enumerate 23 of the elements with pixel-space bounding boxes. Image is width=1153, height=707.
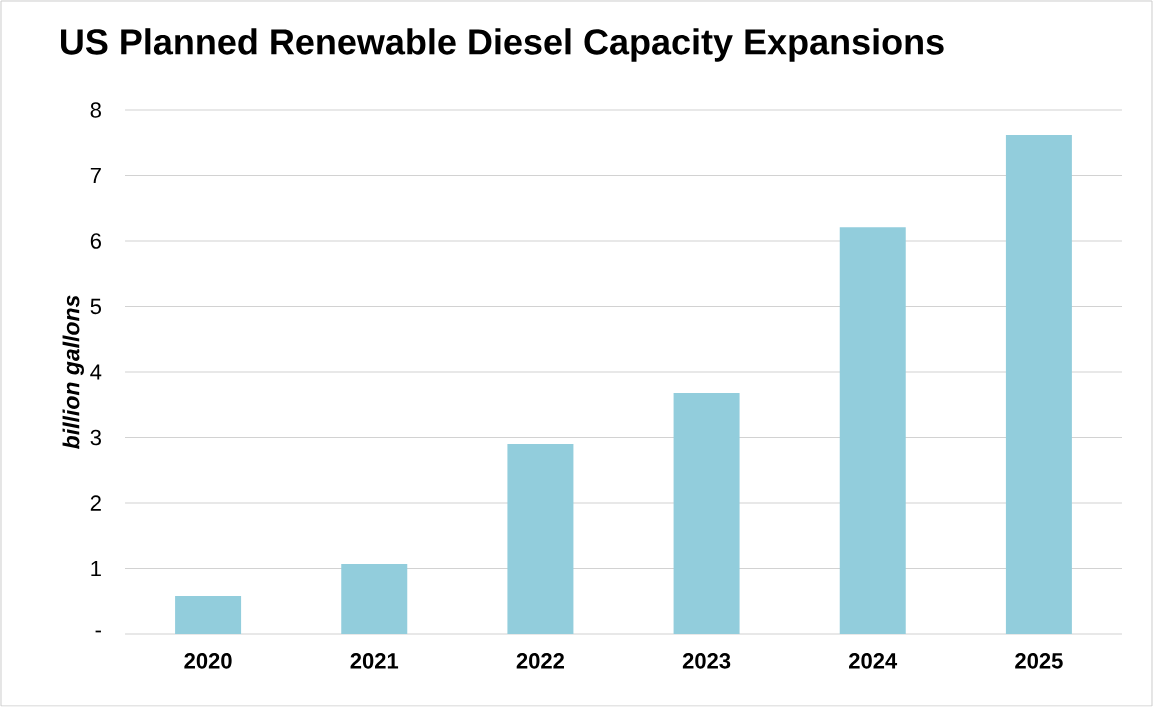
- y-tick-label: 2: [90, 495, 101, 511]
- y-tick-label: 7: [90, 167, 101, 184]
- y-tick-label: 6: [90, 233, 101, 249]
- y-tick-label: 1: [91, 560, 101, 577]
- x-tick-label: 2020: [184, 653, 232, 669]
- bar: [341, 563, 408, 634]
- x-tick-label: 2023: [682, 653, 731, 669]
- y-axis-title: billion gallons: [62, 295, 84, 449]
- bar: [673, 392, 740, 634]
- y-tick-label: 8: [90, 102, 101, 118]
- bar: [1005, 134, 1072, 634]
- y-tick-label: 4: [90, 364, 102, 380]
- bar: [839, 227, 906, 634]
- x-tick-label: 2022: [516, 653, 564, 669]
- x-tick-label: 2025: [1015, 653, 1063, 669]
- bar: [175, 595, 242, 634]
- chart-title: US Planned Renewable Diesel Capacity Expansions: [61, 28, 944, 62]
- x-tick-label: 2024: [849, 653, 898, 669]
- y-tick-label: 5: [90, 298, 101, 315]
- x-tick-label: 2021: [350, 653, 399, 669]
- y-tick-label: -: [95, 630, 101, 633]
- bar: [507, 444, 574, 634]
- y-tick-label: 3: [90, 429, 101, 446]
